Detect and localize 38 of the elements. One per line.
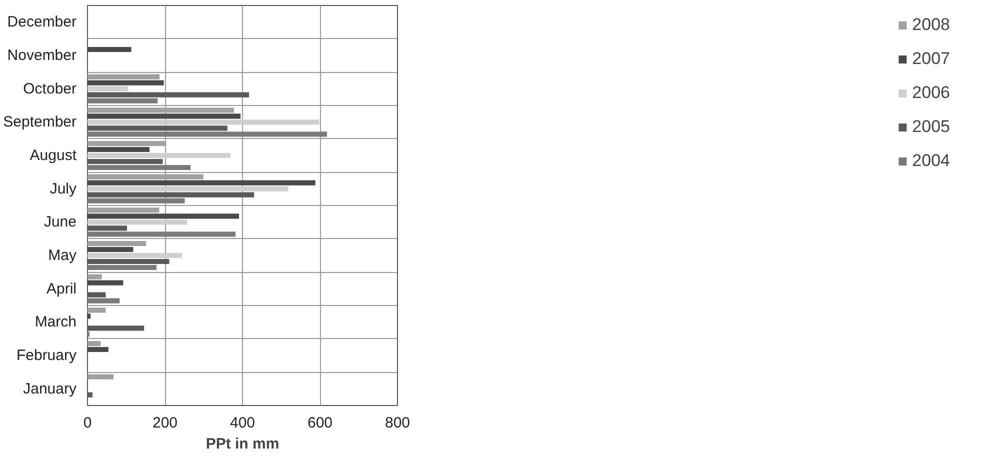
x-tick-label: 800: [384, 414, 410, 432]
bar: [88, 264, 156, 270]
bar: [88, 340, 101, 346]
bar: [88, 232, 236, 237]
bar: [88, 220, 188, 225]
bar: [88, 298, 120, 304]
y-tick-label: April: [46, 280, 77, 298]
x-tick-label: 400: [230, 414, 256, 432]
bar: [88, 98, 158, 104]
x-tick-label: 0: [83, 414, 92, 432]
y-tick-label: February: [16, 347, 77, 364]
y-tick-label: July: [50, 180, 77, 198]
y-tick-label: September: [3, 114, 77, 131]
bar: [88, 252, 182, 258]
y-tick-label: March: [34, 314, 77, 331]
legend-label: 2008: [912, 15, 950, 35]
y-tick-label: May: [48, 247, 77, 264]
legend-label: 2005: [912, 117, 950, 137]
legend-label: 2006: [912, 83, 950, 103]
y-tick-label: November: [7, 47, 77, 64]
y-tick-label: October: [23, 80, 77, 98]
bar: [88, 198, 185, 204]
x-tick-label: 600: [307, 414, 333, 432]
y-tick-label: December: [7, 14, 77, 31]
x-tick-label: 200: [152, 414, 178, 432]
bar: [88, 152, 230, 158]
bar: [88, 120, 320, 125]
bar: [88, 132, 327, 137]
bar: [88, 164, 191, 170]
bar: [88, 240, 146, 246]
legend-label: 2004: [912, 151, 950, 171]
bar: [88, 86, 128, 92]
bar: [88, 186, 288, 192]
y-tick-label: June: [44, 214, 77, 231]
y-tick-label: August: [30, 147, 78, 164]
y-tick-label: January: [23, 380, 77, 398]
x-axis-title: PPt in mm: [206, 436, 280, 452]
legend-label: 2007: [912, 49, 950, 69]
